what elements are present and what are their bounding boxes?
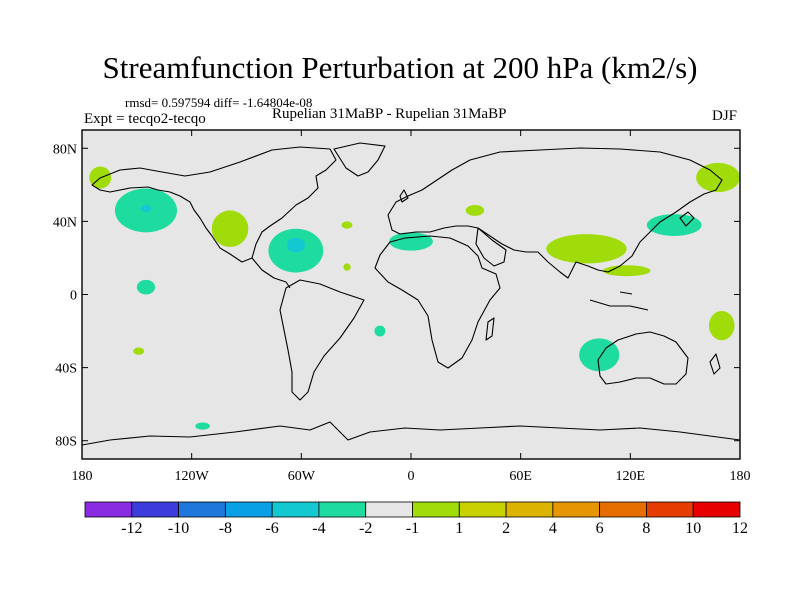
stats-text: rmsd= 0.597594 diff= -1.64804e-08 [125, 95, 313, 110]
colorbar-label-8: 2 [502, 520, 510, 537]
coastline-australia [597, 331, 689, 385]
coastline-eurasia [387, 147, 723, 279]
coastline-north-america [91, 146, 337, 263]
colorbar-box-0 [84, 501, 133, 518]
anomaly-layer [89, 162, 740, 430]
colorbar-label-3: -6 [265, 520, 278, 537]
anomaly-region-13 [546, 234, 627, 264]
anomaly-region-12 [465, 204, 485, 216]
coastline-japan [679, 211, 695, 227]
anomaly-region-15 [646, 214, 702, 237]
colorbar-box-1 [131, 501, 179, 518]
colorbar: -12 -10 -8 -6 -4 -2 -1 1 2 4 6 8 10 12 [84, 501, 748, 537]
anomaly-region-10 [389, 232, 433, 251]
map-background [82, 130, 740, 459]
colorbar-label-2: -8 [219, 520, 232, 537]
colorbar-box-5 [318, 501, 367, 518]
x-tick-label-2: 60W [288, 469, 316, 484]
coastline-africa [374, 235, 501, 369]
season-label: DJF [712, 108, 738, 124]
axis-ticks: 180 120W 60W 0 60E 120E 180 80N 40N 0 40S 80S [53, 130, 751, 484]
x-tick-label-6: 180 [730, 469, 751, 484]
anomaly-region-16 [696, 162, 740, 193]
colorbar-label-4: -4 [312, 520, 325, 537]
colorbar-label-0: -12 [121, 520, 142, 537]
coastline-greenland [333, 142, 386, 177]
coastline-arabia [475, 227, 507, 267]
x-tick-label-4: 60E [509, 469, 532, 484]
y-tick-label-0: 80N [53, 142, 77, 157]
experiment-label: Expt = tecqo2-tecqo [84, 111, 206, 127]
y-tick-label-3: 40S [55, 362, 77, 377]
x-tick-label-1: 120W [175, 469, 210, 484]
coastline-south-america [279, 279, 365, 401]
coastline-madagascar [485, 317, 495, 341]
colorbar-box-12 [646, 501, 694, 518]
anomaly-region-9 [343, 263, 351, 271]
anomaly-region-7 [195, 422, 210, 430]
anomaly-region-6 [133, 347, 145, 355]
anomaly-region-1 [140, 204, 152, 213]
cases-label: Rupelian 31MaBP - Rupelian 31MaBP [272, 106, 507, 122]
x-tick-label-3: 0 [408, 469, 415, 484]
coastlines [82, 142, 740, 446]
anomaly-region-11 [374, 325, 386, 337]
coastline-britain [399, 189, 409, 203]
anomaly-region-4 [286, 237, 305, 253]
colorbar-label-11: 8 [642, 520, 650, 537]
anomaly-region-5 [136, 279, 156, 295]
colorbar-label-9: 4 [549, 520, 557, 537]
colorbar-label-1: -10 [168, 520, 189, 537]
anomaly-region-18 [708, 310, 735, 341]
colorbar-box-3 [224, 501, 273, 518]
anomaly-region-2 [211, 210, 249, 247]
coastline-central-america [251, 257, 291, 289]
colorbar-box-13 [692, 501, 741, 518]
colorbar-label-5: -2 [359, 520, 372, 537]
coastline-indonesia [589, 291, 649, 311]
colorbar-label-13: 12 [732, 520, 748, 537]
anomaly-region-19 [579, 338, 620, 372]
colorbar-label-6: -1 [406, 520, 419, 537]
coastline-antarctica [82, 421, 740, 446]
colorbar-box-2 [178, 501, 226, 518]
colorbar-box-9 [505, 501, 554, 518]
colorbar-box-10 [552, 501, 601, 518]
chart-title: Streamfunction Perturbation at 200 hPa (… [102, 50, 698, 85]
y-tick-label-2: 0 [70, 289, 77, 304]
colorbar-label-7: 1 [455, 520, 463, 537]
x-tick-label-5: 120E [616, 469, 646, 484]
colorbar-box-11 [599, 501, 647, 518]
colorbar-box-4 [271, 501, 320, 518]
anomaly-region-8 [341, 221, 353, 229]
x-tick-label-0: 180 [72, 469, 93, 484]
colorbar-label-10: 6 [596, 520, 604, 537]
colorbar-label-12: 10 [685, 520, 701, 537]
colorbar-box-8 [458, 501, 507, 518]
coastline-new-zealand [709, 353, 721, 375]
y-tick-label-1: 40N [53, 215, 77, 230]
colorbar-box-7 [412, 501, 460, 518]
colorbar-box-6 [365, 501, 413, 518]
y-tick-label-4: 80S [55, 435, 77, 450]
